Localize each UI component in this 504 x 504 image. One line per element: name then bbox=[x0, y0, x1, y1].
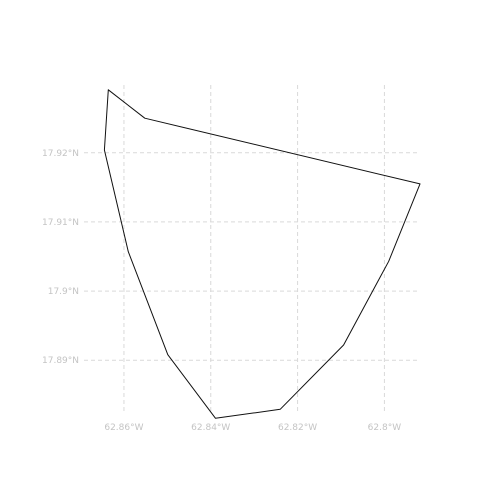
island-outline bbox=[103, 89, 421, 419]
y-tick-label: 17.89°N bbox=[42, 356, 79, 366]
coastline-layer bbox=[103, 89, 421, 419]
y-tick-label: 17.9°N bbox=[48, 287, 79, 297]
x-tick-label: 62.84°W bbox=[191, 423, 230, 433]
graticule bbox=[84, 85, 420, 411]
x-tick-label: 62.86°W bbox=[104, 423, 143, 433]
tick-labels: 62.86°W 62.84°W 62.82°W 62.8°W 17.92°N 17.91°… bbox=[42, 149, 401, 433]
y-tick-label: 17.92°N bbox=[42, 149, 79, 159]
x-tick-label: 62.82°W bbox=[278, 423, 317, 433]
y-tick-label: 17.91°N bbox=[42, 218, 79, 228]
x-tick-label: 62.8°W bbox=[368, 423, 402, 433]
